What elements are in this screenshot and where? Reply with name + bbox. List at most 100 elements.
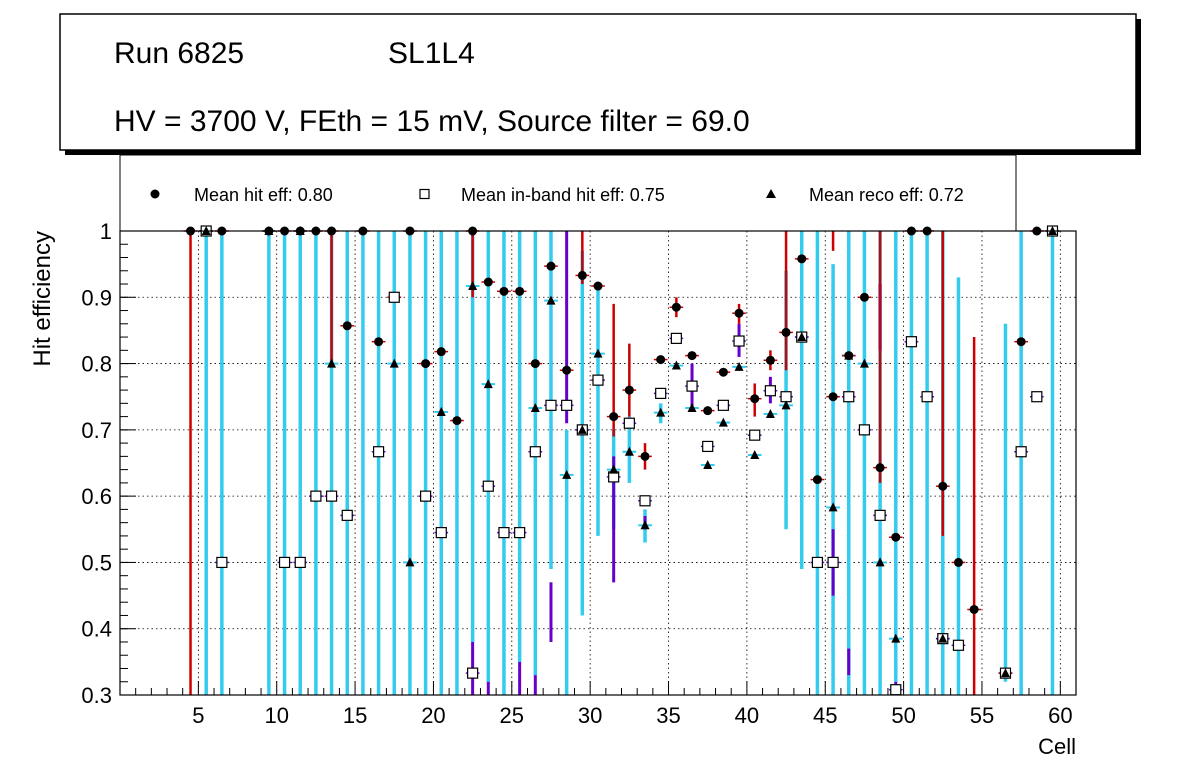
hit-eff-point: [577, 270, 587, 280]
inband-eff-point: [702, 440, 714, 453]
error-bars: [183, 230, 1060, 695]
reco-eff-point: [640, 520, 650, 530]
hit-eff-point: [609, 412, 619, 422]
inband-eff-point: [686, 380, 698, 392]
x-axis-title: Cell: [1038, 734, 1076, 759]
reco-eff-point: [734, 361, 744, 371]
hit-eff-point: [374, 337, 384, 347]
inband-eff-point: [420, 490, 432, 502]
conditions-label: HV = 3700 V, FEth = 15 mV, Source filter…: [114, 105, 750, 138]
inband-eff-point: [467, 667, 479, 679]
y-tick-label: 0.3: [81, 683, 112, 708]
inband-eff-point: [905, 336, 918, 348]
inband-eff-point: [952, 639, 965, 651]
hit-eff-point: [703, 406, 713, 416]
legend-inband-marker: [419, 188, 430, 200]
hit-eff-point: [781, 327, 791, 337]
inband-eff-point: [780, 391, 792, 403]
reco-eff-point: [875, 557, 885, 567]
inband-eff-point: [639, 495, 651, 507]
hit-eff-point: [750, 394, 760, 404]
x-tick-label: 40: [735, 703, 759, 728]
y-tick-label: 0.7: [81, 418, 112, 443]
hit-eff-point: [342, 321, 352, 331]
plot-frame: [119, 230, 1077, 696]
data-markers: [186, 225, 1059, 696]
x-tick-label: 10: [264, 703, 288, 728]
hit-eff-point: [530, 359, 540, 369]
hit-eff-point: [1016, 337, 1026, 347]
y-tick-label: 0.4: [81, 617, 112, 642]
reco-eff-point: [530, 402, 540, 412]
inband-eff-point: [1015, 446, 1027, 458]
reco-eff-point: [891, 633, 901, 643]
legend-box: [119, 154, 1017, 232]
inband-eff-point: [514, 526, 526, 539]
layer-label: SL1L4: [388, 37, 475, 70]
reco-eff-point: [781, 400, 791, 410]
hit-eff-point: [640, 451, 650, 461]
x-tick-label: 45: [813, 703, 837, 728]
inband-eff-point: [561, 399, 573, 411]
inband-eff-point: [1031, 391, 1043, 403]
inband-eff-point: [498, 526, 510, 539]
x-tick-label: 35: [656, 703, 680, 728]
hit-eff-point: [938, 481, 948, 491]
axis-ticks: 5 10 15 20 25 30 35 40 45 50 55 60 0.3 0.4 0.5 0.6 0.7 0.…: [81, 219, 1077, 728]
legend-reco-marker: [766, 189, 776, 198]
reco-eff-point: [624, 446, 634, 456]
inband-eff-point: [921, 391, 933, 403]
reco-eff-point: [483, 379, 493, 389]
y-tick-label: 0.9: [81, 285, 112, 310]
hit-eff-point: [797, 254, 807, 264]
y-tick-label: 0.8: [81, 352, 112, 377]
hit-eff-point: [765, 355, 775, 365]
reco-eff-point: [327, 358, 337, 368]
reco-eff-point: [938, 633, 948, 643]
hit-eff-point: [891, 532, 901, 542]
inband-eff-point: [623, 417, 635, 429]
inband-eff-point: [733, 335, 745, 347]
legend-hit-label: Mean hit eff: 0.80: [194, 185, 333, 205]
inband-eff-point: [310, 490, 322, 502]
x-tick-label: 5: [192, 703, 204, 728]
inband-eff-point: [529, 446, 541, 458]
reco-eff-point: [828, 502, 838, 512]
reco-eff-point: [844, 350, 854, 360]
inband-eff-point: [858, 424, 871, 436]
inband-eff-point: [717, 399, 729, 411]
hit-eff-point: [624, 385, 634, 395]
hit-eff-point: [452, 416, 462, 426]
y-tick-label: 0.6: [81, 484, 112, 509]
inband-eff-point: [890, 684, 902, 696]
hit-eff-point: [515, 286, 525, 296]
inband-eff-point: [764, 385, 776, 397]
reco-eff-point: [656, 407, 666, 417]
run-label: Run 6825: [114, 37, 244, 70]
hit-eff-point: [953, 557, 963, 567]
x-tick-label: 60: [1048, 703, 1072, 728]
legend-reco-label: Mean reco eff: 0.72: [809, 185, 964, 205]
hit-eff-point: [687, 351, 697, 361]
hit-eff-point: [499, 286, 509, 296]
reco-eff-point: [859, 358, 869, 368]
inband-eff-point: [843, 391, 855, 403]
hit-eff-point: [875, 463, 885, 473]
reco-eff-point: [718, 417, 728, 427]
inband-eff-point: [655, 387, 667, 399]
inband-eff-point: [341, 509, 353, 521]
reco-eff-point: [389, 358, 399, 368]
hit-eff-point: [656, 355, 666, 365]
reco-eff-point: [687, 402, 697, 412]
inband-eff-point: [388, 291, 400, 303]
inband-eff-point: [749, 429, 761, 441]
hit-eff-point: [734, 308, 744, 318]
hit-eff-point: [812, 475, 822, 485]
reco-eff-point: [671, 360, 681, 370]
hit-eff-point: [562, 365, 572, 375]
inband-eff-point: [592, 374, 604, 386]
inband-eff-point: [545, 399, 557, 411]
y-tick-label: 0.5: [81, 550, 112, 575]
hit-eff-point: [969, 604, 979, 614]
